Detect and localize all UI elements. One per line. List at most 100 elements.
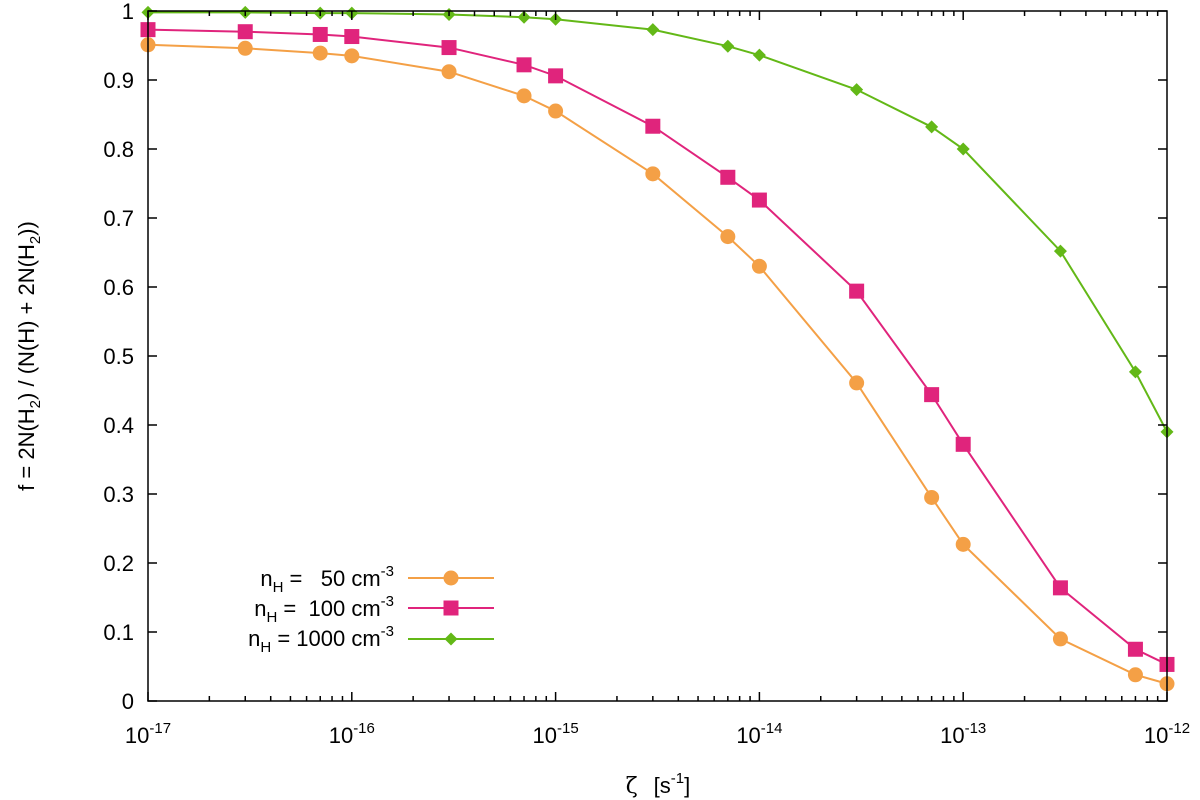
y-axis-title-part2: ) / (N(H) + 2N(H	[14, 244, 39, 400]
data-point-100	[548, 68, 564, 84]
data-point-100	[312, 26, 328, 42]
x-tick-label: 10-17	[125, 720, 171, 748]
data-point-100	[924, 387, 940, 403]
data-point-100	[720, 169, 736, 185]
x-tick-label-exp: -13	[965, 720, 987, 737]
legend-50-exp: -3	[381, 563, 394, 580]
y-tick-label: 0.1	[103, 620, 134, 645]
legend-50-sub: H	[273, 579, 284, 596]
legend-100-sub: H	[266, 609, 277, 626]
series-line-1000	[148, 11, 1168, 433]
y-tick-label: 0.2	[103, 551, 134, 576]
y-tick-labels: 0 0.1 0.2 0.3 0.4 0.5 0.6 0.7 0.8 0.9 1	[103, 0, 134, 714]
data-point-1000	[956, 142, 970, 156]
x-tick-label-base: 10	[736, 723, 760, 748]
data-point-50	[955, 536, 971, 552]
x-tick-label: 10-14	[736, 720, 782, 748]
legend-marker-1000	[444, 632, 458, 646]
legend: nH = 50 cm-3 nH = 100 cm-3 nH = 1000 cm-…	[248, 563, 494, 656]
legend-100-mid: = 100 cm	[277, 596, 380, 621]
legend-1000-exp: -3	[381, 623, 394, 640]
legend-entry-100: nH = 100 cm-3	[254, 593, 394, 626]
data-point-50	[516, 88, 532, 104]
legend-1000-mid: = 1000 cm	[271, 626, 380, 651]
data-point-1000	[1053, 244, 1067, 258]
x-axis-title: ζ [s-1]	[626, 770, 691, 799]
legend-100-n: n	[254, 596, 266, 621]
ticks-layer	[147, 10, 1168, 702]
x-axis-unit-exp: -1	[671, 770, 684, 787]
x-tick-label: 10-16	[329, 720, 375, 748]
y-axis-title-part1: f = 2N(H	[14, 408, 39, 491]
x-tick-label: 10-12	[1144, 720, 1190, 748]
y-axis-title: f = 2N(H2) / (N(H) + 2N(H2))	[14, 221, 44, 491]
legend-label-100: nH = 100 cm-3	[254, 593, 394, 626]
x-axis-symbol: ζ	[626, 774, 638, 799]
series-line-50	[147, 43, 1168, 685]
data-point-50	[1127, 667, 1143, 683]
legend-marker-100	[443, 600, 459, 616]
series-line-100	[147, 28, 1168, 666]
data-point-50	[237, 40, 253, 56]
x-tick-label-base: 10	[125, 723, 149, 748]
data-point-1000	[517, 10, 531, 24]
y-axis-title-part3: ))	[14, 221, 39, 236]
series-1000	[141, 5, 1174, 439]
data-point-100	[849, 283, 865, 299]
x-tick-label-exp: -14	[761, 720, 783, 737]
data-point-1000	[721, 39, 735, 53]
data-point-1000	[1128, 365, 1142, 379]
series-layer	[140, 5, 1175, 692]
y-tick-label: 0.7	[103, 206, 134, 231]
x-tick-label-base: 10	[1144, 723, 1168, 748]
data-point-50	[849, 375, 865, 391]
legend-1000-n: n	[248, 626, 260, 651]
data-point-100	[1127, 641, 1143, 657]
x-tick-label-exp: -15	[557, 720, 579, 737]
data-point-100	[1052, 580, 1068, 596]
legend-label-50: nH = 50 cm-3	[260, 563, 394, 596]
data-point-50	[924, 489, 940, 505]
x-tick-label: 10-15	[533, 720, 579, 748]
x-tick-label-exp: -16	[353, 720, 375, 737]
data-point-50	[441, 64, 457, 80]
y-tick-label: 0.5	[103, 344, 134, 369]
data-point-100	[441, 40, 457, 56]
data-point-100	[751, 192, 767, 208]
data-point-50	[751, 258, 767, 274]
legend-samples	[408, 570, 494, 646]
data-point-50	[720, 229, 736, 245]
legend-1000-sub: H	[260, 639, 271, 656]
data-point-1000	[850, 83, 864, 97]
x-axis-unit-close: ]	[684, 773, 690, 798]
legend-entry-50: nH = 50 cm-3	[260, 563, 394, 596]
data-point-1000	[646, 23, 660, 37]
legend-100-exp: -3	[381, 593, 394, 610]
series-50	[140, 37, 1175, 692]
y-tick-label: 1	[122, 0, 134, 24]
x-tick-label-base: 10	[533, 723, 557, 748]
x-tick-label-exp: -17	[149, 720, 171, 737]
x-tick-labels: 10-17 10-16 10-15 10-14 10-13 10-12	[125, 720, 1190, 748]
x-tick-label-base: 10	[329, 723, 353, 748]
data-point-50	[344, 48, 360, 64]
data-point-100	[237, 24, 253, 40]
y-tick-label: 0.3	[103, 482, 134, 507]
y-tick-label: 0	[122, 689, 134, 714]
data-point-100	[645, 118, 661, 134]
y-tick-label: 0.8	[103, 137, 134, 162]
legend-50-mid: = 50 cm	[283, 566, 380, 591]
data-point-1000	[925, 120, 939, 134]
x-tick-label: 10-13	[940, 720, 986, 748]
y-axis-title-sub2: 2	[27, 236, 44, 244]
data-point-100	[955, 436, 971, 452]
y-tick-label: 0.4	[103, 413, 134, 438]
legend-entry-1000: nH = 1000 cm-3	[248, 623, 394, 656]
legend-marker-50	[443, 570, 459, 586]
data-point-50	[1052, 631, 1068, 647]
y-axis-title-sub1: 2	[27, 400, 44, 408]
y-tick-label: 0.6	[103, 275, 134, 300]
x-axis-unit-open: [s	[654, 773, 671, 798]
